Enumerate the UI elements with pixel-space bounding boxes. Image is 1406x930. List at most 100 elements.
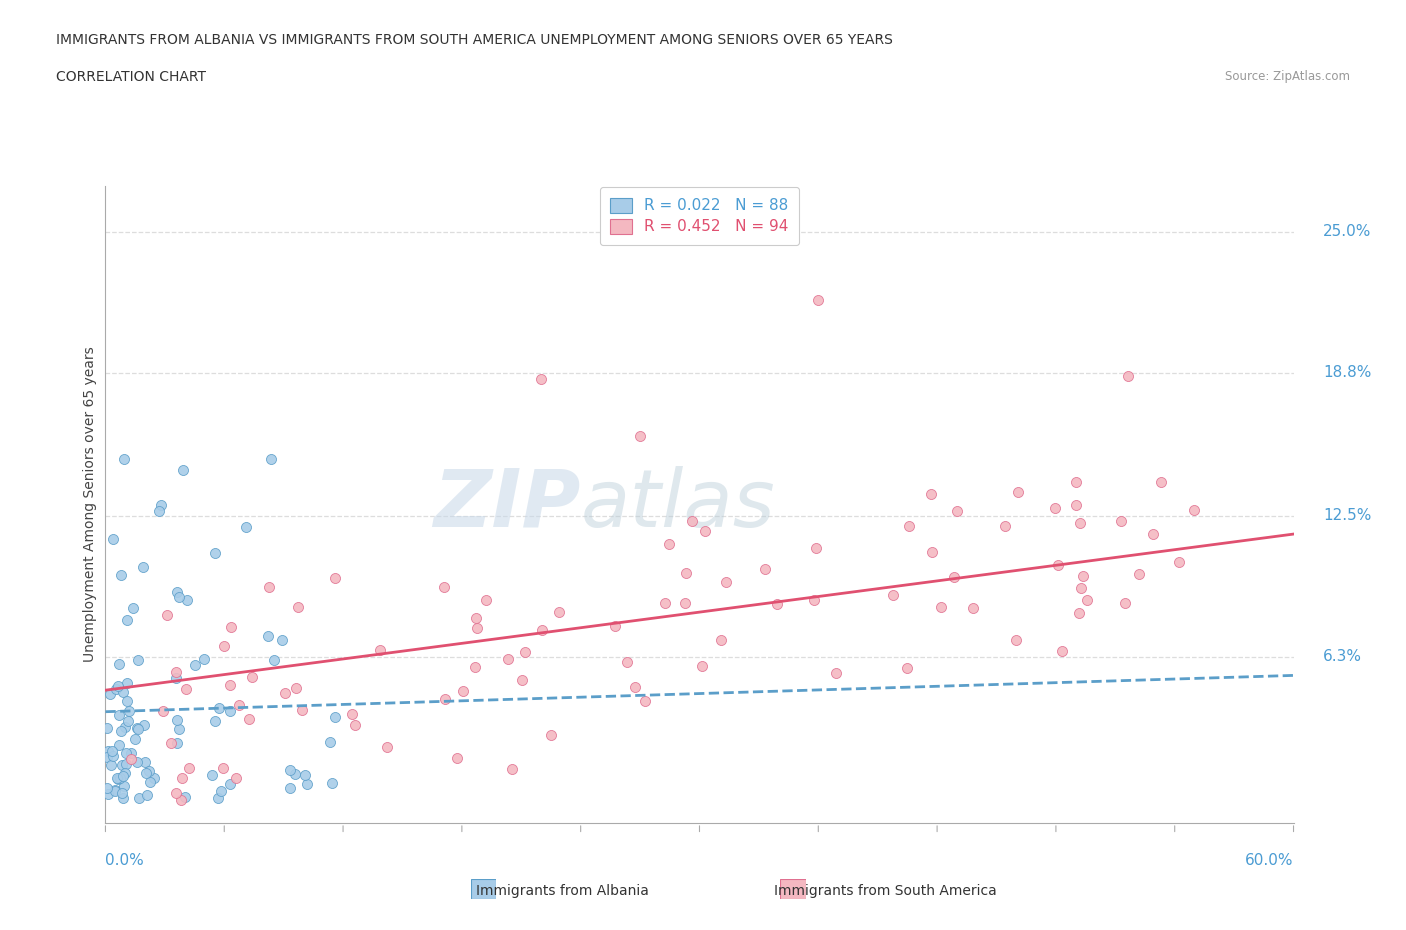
Point — [114, 766, 136, 781]
Point — [112, 769, 135, 784]
Point — [806, 540, 828, 555]
Point — [104, 783, 127, 798]
Point — [464, 611, 486, 626]
Text: 6.3%: 6.3% — [1323, 649, 1362, 664]
Point — [172, 463, 194, 478]
Point — [170, 771, 193, 786]
Text: 60.0%: 60.0% — [1246, 853, 1294, 868]
Point — [96, 780, 118, 795]
Point — [807, 292, 830, 307]
Point — [323, 710, 346, 724]
Point — [108, 657, 131, 671]
Point — [287, 600, 309, 615]
Point — [1043, 500, 1066, 515]
Point — [105, 771, 128, 786]
Point — [166, 736, 188, 751]
Point — [321, 776, 343, 790]
Point — [929, 599, 952, 614]
Point — [1167, 554, 1189, 569]
Legend: R = 0.022   N = 88, R = 0.452   N = 94: R = 0.022 N = 88, R = 0.452 N = 94 — [600, 187, 799, 246]
Point — [1128, 566, 1150, 581]
Point — [110, 568, 132, 583]
Point — [547, 604, 569, 619]
Point — [628, 429, 651, 444]
Point — [165, 664, 187, 679]
Y-axis label: Unemployment Among Seniors over 65 years: Unemployment Among Seniors over 65 years — [83, 347, 97, 662]
Point — [98, 686, 121, 701]
Point — [142, 771, 165, 786]
Point — [1150, 475, 1173, 490]
Point — [343, 718, 366, 733]
Point — [209, 784, 232, 799]
Point — [101, 749, 124, 764]
Text: 0.0%: 0.0% — [105, 853, 145, 868]
Point — [96, 721, 118, 736]
Point — [896, 660, 918, 675]
Point — [104, 682, 127, 697]
Point — [107, 772, 129, 787]
Point — [754, 562, 776, 577]
Point — [107, 679, 129, 694]
Text: Immigrants from Albania: Immigrants from Albania — [477, 884, 648, 898]
Point — [1052, 644, 1074, 658]
Point — [97, 787, 120, 802]
Point — [654, 595, 676, 610]
Point — [225, 770, 247, 785]
Point — [530, 372, 553, 387]
Text: ZIP: ZIP — [433, 466, 581, 543]
Point — [1114, 595, 1136, 610]
Text: Immigrants from South America: Immigrants from South America — [775, 884, 997, 898]
Point — [132, 718, 155, 733]
Point — [176, 593, 198, 608]
Point — [624, 680, 647, 695]
Point — [616, 655, 638, 670]
Point — [274, 685, 297, 700]
Point — [446, 751, 468, 766]
Point — [278, 780, 301, 795]
Point — [127, 721, 149, 736]
Point — [177, 761, 200, 776]
Point — [218, 678, 240, 693]
Text: 18.8%: 18.8% — [1323, 365, 1372, 380]
Point — [212, 639, 235, 654]
Point — [515, 644, 537, 659]
Point — [603, 619, 626, 634]
Point — [108, 708, 131, 723]
Point — [943, 570, 966, 585]
Point — [124, 732, 146, 747]
Point — [540, 727, 562, 742]
Point — [946, 503, 969, 518]
Point — [212, 761, 235, 776]
Point — [1067, 605, 1090, 620]
Point — [134, 755, 156, 770]
Point — [193, 651, 215, 666]
Point — [280, 763, 302, 777]
Point — [204, 545, 226, 560]
Point — [208, 701, 231, 716]
Point — [803, 592, 825, 607]
Point — [135, 788, 157, 803]
Point — [263, 653, 285, 668]
Point — [510, 672, 533, 687]
Point — [256, 629, 278, 644]
Text: atlas: atlas — [581, 466, 776, 543]
Point — [710, 632, 733, 647]
Point — [1071, 568, 1094, 583]
Point — [1064, 474, 1087, 489]
Text: IMMIGRANTS FROM ALBANIA VS IMMIGRANTS FROM SOUTH AMERICA UNEMPLOYMENT AMONG SENI: IMMIGRANTS FROM ALBANIA VS IMMIGRANTS FR… — [56, 33, 893, 46]
Point — [166, 712, 188, 727]
Point — [673, 595, 696, 610]
Point — [117, 694, 139, 709]
Point — [115, 756, 138, 771]
Point — [117, 714, 139, 729]
Point — [165, 671, 187, 685]
Text: 25.0%: 25.0% — [1323, 224, 1372, 239]
Point — [294, 767, 316, 782]
Point — [501, 762, 523, 777]
Point — [681, 513, 703, 528]
Point — [714, 575, 737, 590]
Point — [994, 519, 1017, 534]
Point — [115, 746, 138, 761]
Point — [465, 620, 488, 635]
Point — [103, 531, 125, 546]
